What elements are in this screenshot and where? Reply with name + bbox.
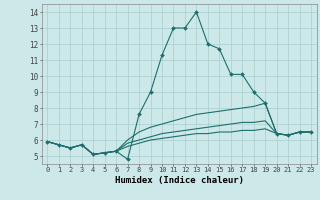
X-axis label: Humidex (Indice chaleur): Humidex (Indice chaleur) (115, 176, 244, 185)
